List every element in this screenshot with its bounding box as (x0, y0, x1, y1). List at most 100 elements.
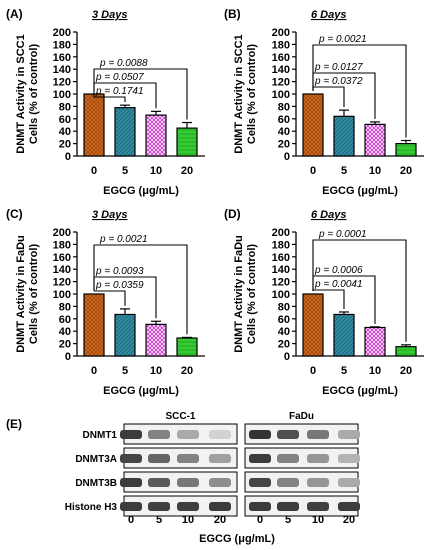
x-tick-label: 5 (122, 165, 128, 177)
x-tick-label: 0 (91, 165, 97, 177)
x-tick-label: 5 (341, 365, 347, 377)
y-tick-label: 40 (59, 126, 71, 138)
protein-label: Histone H3 (65, 502, 118, 513)
y-tick-label: 180 (272, 39, 290, 51)
y-tick-label: 100 (53, 289, 71, 301)
blot-band (120, 478, 142, 487)
lane-label: 5 (156, 514, 162, 526)
p-value-label: p = 0.0041 (314, 279, 363, 290)
y-tick-label: 140 (53, 64, 71, 76)
y-tick-label: 160 (53, 252, 71, 264)
lane-label: 20 (343, 514, 355, 526)
chart-title: 6 Days (311, 9, 346, 21)
y-axis-label-line2: Cells (% of control) (28, 44, 40, 145)
y-tick-label: 80 (278, 101, 290, 113)
panel-label: (D) (224, 207, 241, 221)
bar (302, 93, 324, 157)
bar (114, 107, 136, 157)
blot-band (249, 454, 271, 463)
x-tick-label: 20 (181, 165, 193, 177)
y-tick-label: 80 (278, 301, 290, 313)
bar (333, 115, 355, 157)
y-tick-label: 120 (272, 277, 290, 289)
protein-label: DNMT3A (75, 454, 117, 465)
blot-band (277, 478, 299, 487)
blot-band (277, 502, 299, 511)
chart-title: 3 Days (92, 209, 127, 221)
bar-chart-panel: (D) 6 Days020406080100120140160180200DNMT… (224, 207, 424, 397)
x-axis-label: EGCG (μg/mL) (322, 185, 398, 197)
cell-line-label: SCC-1 (165, 411, 195, 422)
y-axis-label-line2: Cells (% of control) (28, 244, 40, 345)
y-axis-label-line1: DNMT Activity in SCC1 (233, 34, 245, 153)
bar (114, 313, 136, 357)
y-tick-label: 60 (59, 114, 71, 126)
y-tick-label: 40 (59, 326, 71, 338)
y-tick-label: 40 (278, 326, 290, 338)
y-axis-label-line2: Cells (% of control) (246, 44, 258, 145)
bar (176, 127, 198, 157)
bar-chart-panel: (C) 3 Days020406080100120140160180200DNMT… (6, 207, 205, 397)
y-tick-label: 0 (65, 151, 71, 163)
cell-line-label: FaDu (289, 411, 314, 422)
y-tick-label: 200 (53, 27, 71, 39)
y-tick-label: 100 (53, 89, 71, 101)
bar (364, 326, 386, 357)
x-tick-label: 20 (181, 365, 193, 377)
blot-band (148, 454, 170, 463)
x-tick-label: 5 (341, 165, 347, 177)
significance-bracket (312, 44, 407, 138)
x-tick-label: 0 (310, 365, 316, 377)
blot-band (338, 502, 360, 511)
blot-band (177, 502, 199, 511)
y-tick-label: 140 (272, 64, 290, 76)
y-tick-label: 200 (272, 227, 290, 239)
x-axis-label: EGCG (μg/mL) (103, 385, 179, 397)
significance-bracket (93, 244, 188, 335)
blot-band (209, 502, 231, 511)
y-tick-label: 60 (278, 114, 290, 126)
bar (145, 114, 167, 157)
p-value-label: p = 0.0359 (95, 280, 144, 291)
panel-label: (E) (6, 417, 22, 431)
y-tick-label: 140 (272, 264, 290, 276)
bar (395, 143, 417, 157)
blot-band (177, 430, 199, 439)
lane-label: 10 (312, 514, 324, 526)
y-tick-label: 140 (53, 264, 71, 276)
blot-band (307, 502, 329, 511)
panel-label: (B) (224, 7, 241, 21)
p-value-label: p = 0.0372 (314, 76, 363, 87)
y-tick-label: 20 (59, 139, 71, 151)
p-value-label: p = 0.0021 (99, 234, 148, 245)
panel-label: (C) (6, 207, 23, 221)
y-tick-label: 80 (59, 301, 71, 313)
x-axis-label: EGCG (μg/mL) (103, 185, 179, 197)
blot-band (307, 430, 329, 439)
bar (333, 313, 355, 357)
lane-label: 20 (214, 514, 226, 526)
y-axis-label-line1: DNMT Activity in SCC1 (15, 34, 27, 153)
y-tick-label: 0 (65, 351, 71, 363)
y-tick-label: 60 (278, 314, 290, 326)
y-tick-label: 160 (272, 252, 290, 264)
x-tick-label: 10 (369, 165, 381, 177)
blot-band (148, 430, 170, 439)
blot-band (307, 478, 329, 487)
x-tick-label: 10 (369, 365, 381, 377)
bar (83, 293, 105, 357)
y-tick-label: 180 (272, 239, 290, 251)
x-tick-label: 10 (150, 365, 162, 377)
x-tick-label: 10 (150, 165, 162, 177)
x-tick-label: 20 (400, 165, 412, 177)
x-tick-label: 5 (122, 365, 128, 377)
x-axis-label: EGCG (μg/mL) (322, 385, 398, 397)
y-tick-label: 160 (272, 52, 290, 64)
blot-band (249, 478, 271, 487)
blot-band (338, 430, 360, 439)
y-tick-label: 180 (53, 39, 71, 51)
p-value-label: p = 0.1741 (95, 86, 144, 97)
blot-band (148, 478, 170, 487)
y-axis-label-line1: DNMT Activity in FaDu (15, 235, 27, 353)
bar (176, 337, 198, 357)
